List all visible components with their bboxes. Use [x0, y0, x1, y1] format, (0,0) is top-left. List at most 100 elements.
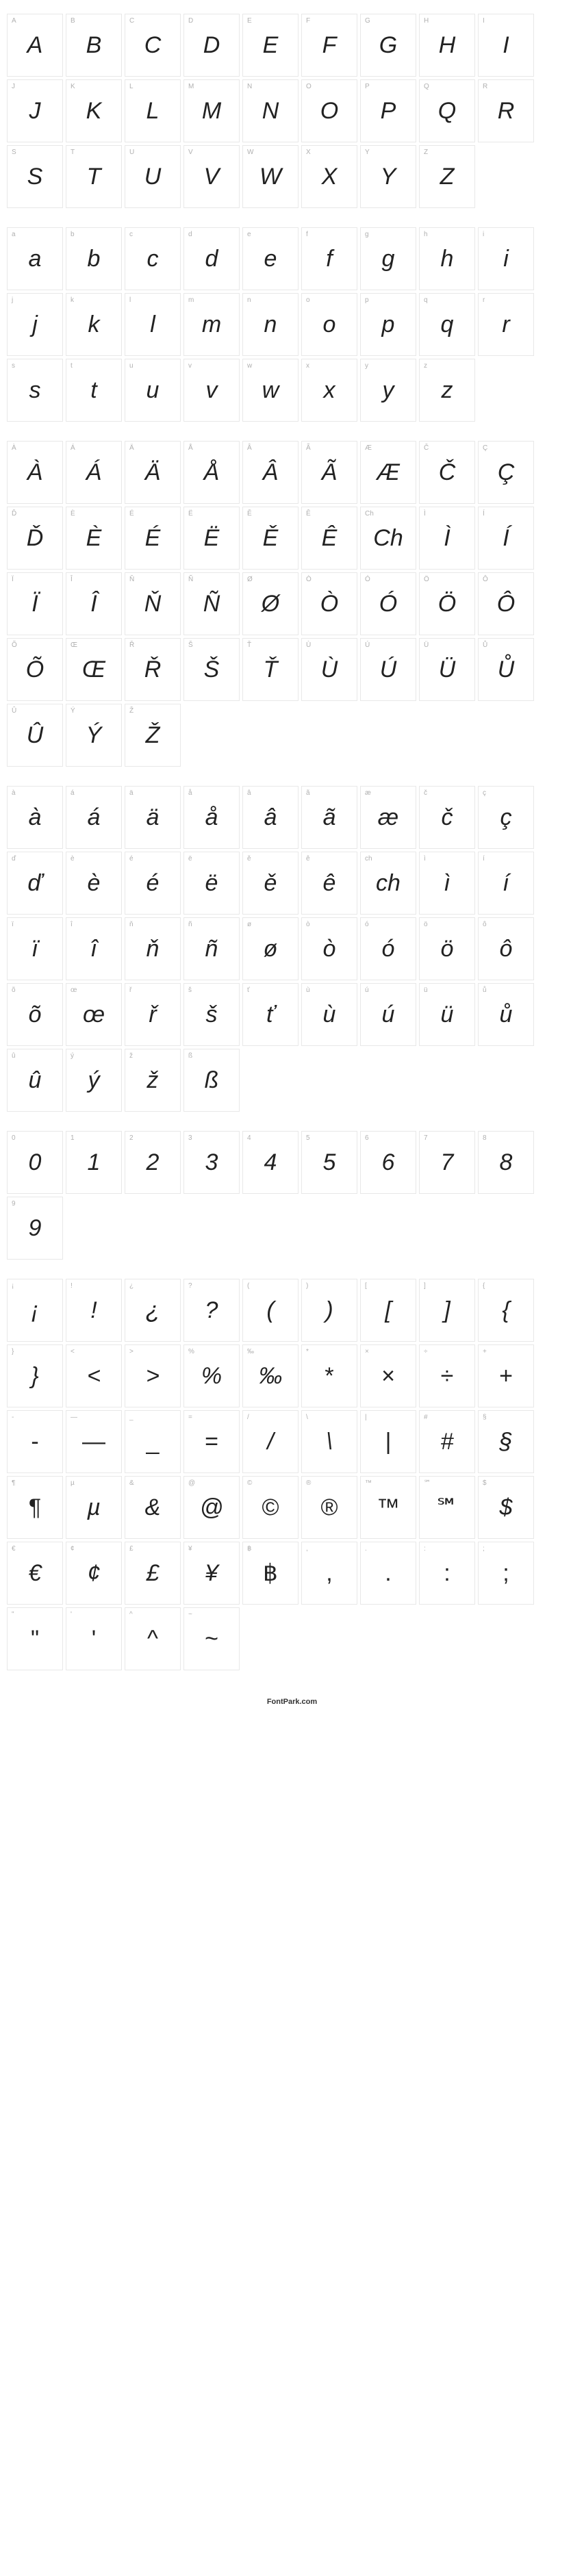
- glyph-label: ç: [483, 789, 486, 797]
- glyph-label: >: [129, 1348, 134, 1355]
- glyph-cell: êê: [301, 852, 357, 915]
- glyph-cell: ŒŒ: [66, 638, 122, 701]
- glyph: \: [326, 1430, 332, 1453]
- glyph-cell: ]]: [419, 1279, 475, 1342]
- glyph: Ň: [144, 592, 162, 615]
- glyph-label: š: [188, 986, 192, 994]
- glyph-label: ®: [306, 1479, 311, 1487]
- glyph-cell: ÏÏ: [7, 572, 63, 635]
- glyph-label: ť: [247, 986, 250, 994]
- glyph: Ö: [438, 592, 456, 615]
- glyph-label: &: [129, 1479, 134, 1487]
- glyph-label: Ř: [129, 641, 134, 649]
- glyph: U: [144, 165, 162, 188]
- glyph-cell: EE: [242, 14, 299, 77]
- glyph: Í: [503, 526, 509, 550]
- glyph-label: ž: [129, 1052, 133, 1060]
- glyph: ê: [323, 871, 336, 895]
- glyph-cell: NN: [242, 79, 299, 142]
- glyph-cell: ŠŠ: [183, 638, 240, 701]
- glyph: œ: [83, 1003, 105, 1026]
- glyph-cell: čč: [419, 786, 475, 849]
- glyph-cell: ChCh: [360, 507, 416, 570]
- glyph-label: k: [71, 296, 74, 304]
- glyph-cell: øø: [242, 917, 299, 980]
- glyph: Ú: [380, 658, 397, 681]
- glyph-cell: ||: [360, 1410, 416, 1473]
- glyph: Ó: [379, 592, 397, 615]
- glyph: (: [266, 1299, 274, 1322]
- glyph-label: w: [247, 362, 252, 370]
- glyph: é: [147, 871, 160, 895]
- glyph-label: +: [483, 1348, 487, 1355]
- glyph-label: Ž: [129, 707, 134, 715]
- glyph: j: [32, 313, 38, 336]
- glyph: =: [205, 1430, 218, 1453]
- glyph-cell: ññ: [183, 917, 240, 980]
- glyph-label: Ě: [247, 510, 252, 518]
- glyph-cell: FF: [301, 14, 357, 77]
- glyph: h: [441, 247, 454, 270]
- glyph: ¢: [88, 1561, 101, 1585]
- glyph-cell: OO: [301, 79, 357, 142]
- glyph-label: ö: [424, 921, 428, 928]
- glyph: ů: [500, 1003, 513, 1026]
- glyph-label: µ: [71, 1479, 75, 1487]
- glyph-cell: mm: [183, 293, 240, 356]
- glyph-cell: ÅÅ: [183, 441, 240, 504]
- glyph-label: P: [365, 83, 370, 90]
- glyph-label: ~: [188, 1611, 192, 1618]
- glyph: ‰: [259, 1364, 282, 1388]
- glyph-label: Ů: [483, 641, 487, 649]
- glyph-cell: ďď: [7, 852, 63, 915]
- glyph-label: ©: [247, 1479, 252, 1487]
- glyph: ú: [382, 1003, 395, 1026]
- glyph-label: ?: [188, 1282, 192, 1290]
- glyph-cell: DD: [183, 14, 240, 77]
- glyph: Ë: [204, 526, 220, 550]
- glyph-cell: õõ: [7, 983, 63, 1046]
- glyph-label: M: [188, 83, 194, 90]
- glyph: Õ: [26, 658, 44, 681]
- glyph-label: ù: [306, 986, 310, 994]
- glyph: 1: [88, 1151, 101, 1174]
- glyph: Ô: [497, 592, 515, 615]
- glyph-cell: ××: [360, 1344, 416, 1407]
- glyph: 9: [29, 1216, 42, 1240]
- glyph-label: ): [306, 1282, 308, 1290]
- glyph-label: Í: [483, 510, 485, 518]
- glyph-cell: --: [7, 1410, 63, 1473]
- glyph-cell: YY: [360, 145, 416, 208]
- glyph-label: À: [12, 444, 16, 452]
- glyph-cell: ĎĎ: [7, 507, 63, 570]
- glyph: Ě: [263, 526, 279, 550]
- glyph-cell: ØØ: [242, 572, 299, 635]
- glyph: B: [86, 34, 102, 57]
- glyph-cell: žž: [125, 1049, 181, 1112]
- glyph: L: [147, 99, 160, 123]
- glyph-cell: xx: [301, 359, 357, 422]
- glyph: f: [326, 247, 332, 270]
- glyph-cell: \\: [301, 1410, 357, 1473]
- glyph: Å: [204, 461, 220, 484]
- glyph-label: ò: [306, 921, 310, 928]
- glyph-label: ™: [365, 1479, 372, 1487]
- glyph-cell: ůů: [478, 983, 534, 1046]
- glyph-cell: åå: [183, 786, 240, 849]
- glyph-cell: ÷÷: [419, 1344, 475, 1407]
- glyph: 0: [29, 1151, 42, 1174]
- glyph-cell: ii: [478, 227, 534, 290]
- glyph: È: [86, 526, 102, 550]
- glyph-label: L: [129, 83, 134, 90]
- glyph-label: n: [247, 296, 251, 304]
- glyph-cell: éé: [125, 852, 181, 915]
- glyph-label: ä: [129, 789, 134, 797]
- section-lower: aabbccddeeffgghhiijjkkllmmnnooppqqrrsstt…: [7, 227, 577, 422]
- glyph-label: f: [306, 231, 308, 238]
- glyph: å: [205, 806, 218, 829]
- glyph-cell: 33: [183, 1131, 240, 1194]
- glyph-label: ß: [188, 1052, 192, 1060]
- glyph-cell: dd: [183, 227, 240, 290]
- glyph: z: [442, 379, 453, 402]
- glyph: ä: [147, 806, 160, 829]
